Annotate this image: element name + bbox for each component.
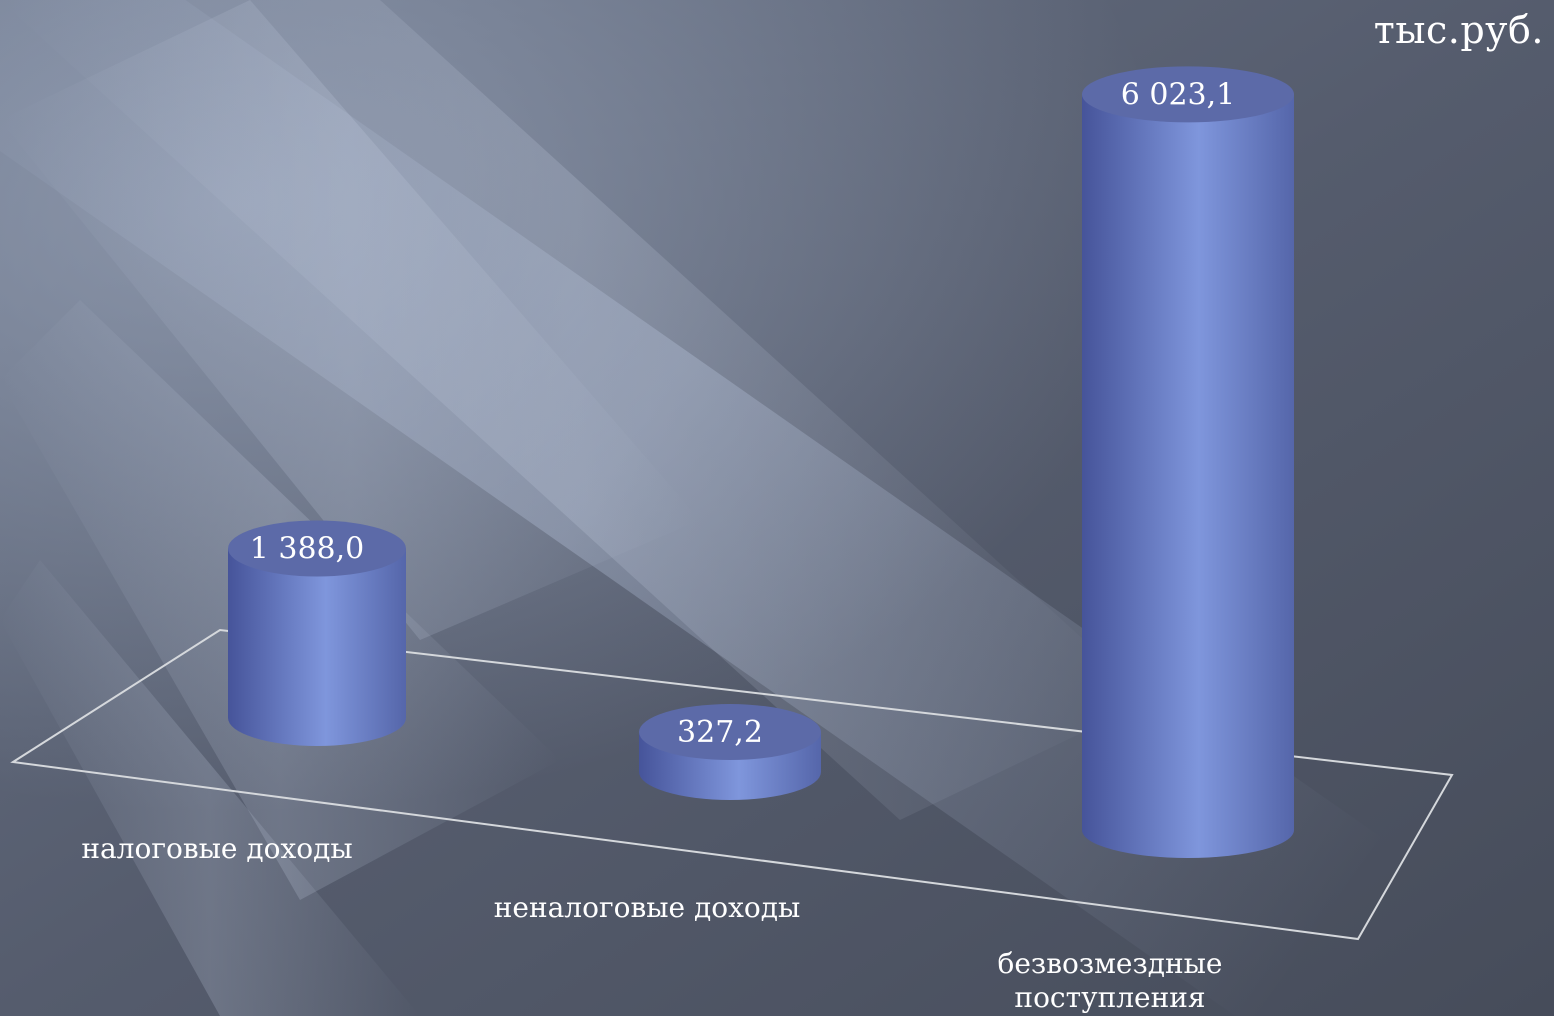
bar-top (1082, 66, 1294, 123)
value-label: 1 388,0 (250, 531, 365, 566)
unit-label: тыс.руб. (1373, 8, 1544, 52)
bar-body (1082, 94, 1294, 858)
bar-body (228, 548, 406, 746)
labels-group: 1 388,0 налоговые доходы 327,2 неналоговые … (81, 77, 1235, 1014)
bars-group (228, 66, 1294, 858)
value-label: 6 023,1 (1121, 77, 1236, 112)
chart-floor (10, 628, 1454, 941)
bar-3 (1082, 66, 1294, 858)
bar-1 (228, 520, 406, 746)
bar-top (639, 704, 821, 761)
bar-2 (639, 704, 821, 800)
category-label: безвозмездные поступления (998, 947, 1223, 1014)
category-label: налоговые доходы (81, 832, 352, 865)
category-label: неналоговые доходы (494, 891, 801, 924)
value-label: 327,2 (677, 715, 763, 750)
bar-top (228, 520, 406, 577)
